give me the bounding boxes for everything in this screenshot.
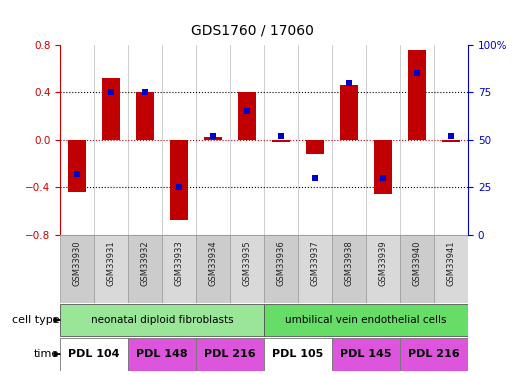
Text: PDL 216: PDL 216 bbox=[204, 349, 256, 359]
Bar bbox=[442, 140, 460, 142]
Text: PDL 105: PDL 105 bbox=[272, 349, 324, 359]
Bar bbox=[60, 235, 94, 303]
Text: GSM33939: GSM33939 bbox=[379, 240, 388, 286]
Bar bbox=[94, 235, 128, 303]
Text: GSM33932: GSM33932 bbox=[141, 240, 150, 286]
Bar bbox=[128, 338, 196, 370]
Bar bbox=[204, 138, 222, 140]
Bar bbox=[230, 235, 264, 303]
Text: GSM33935: GSM33935 bbox=[243, 240, 252, 286]
Bar bbox=[60, 304, 264, 336]
Text: neonatal diploid fibroblasts: neonatal diploid fibroblasts bbox=[91, 315, 233, 325]
Bar bbox=[196, 338, 264, 370]
Text: GSM33930: GSM33930 bbox=[73, 240, 82, 286]
Bar bbox=[306, 140, 324, 154]
Text: GSM33940: GSM33940 bbox=[413, 240, 422, 286]
Bar bbox=[60, 338, 128, 370]
Bar bbox=[238, 92, 256, 140]
Text: PDL 148: PDL 148 bbox=[137, 349, 188, 359]
Bar bbox=[68, 140, 86, 192]
Text: GSM33931: GSM33931 bbox=[107, 240, 116, 286]
Text: PDL 216: PDL 216 bbox=[408, 349, 460, 359]
Bar bbox=[434, 235, 468, 303]
Bar bbox=[400, 235, 434, 303]
Bar bbox=[332, 235, 366, 303]
Text: GSM33936: GSM33936 bbox=[277, 240, 286, 286]
Text: GSM33934: GSM33934 bbox=[209, 240, 218, 286]
Bar bbox=[400, 338, 468, 370]
Bar bbox=[170, 140, 188, 220]
Bar bbox=[408, 50, 426, 140]
Bar bbox=[264, 338, 332, 370]
Bar bbox=[374, 140, 392, 194]
Bar bbox=[264, 304, 468, 336]
Bar bbox=[264, 235, 298, 303]
Bar bbox=[162, 235, 196, 303]
Bar bbox=[298, 235, 332, 303]
Text: PDL 104: PDL 104 bbox=[69, 349, 120, 359]
Text: cell type: cell type bbox=[12, 315, 60, 325]
Bar bbox=[196, 235, 230, 303]
Bar bbox=[340, 85, 358, 140]
Text: umbilical vein endothelial cells: umbilical vein endothelial cells bbox=[286, 315, 447, 325]
Bar bbox=[102, 78, 120, 140]
Bar bbox=[136, 92, 154, 140]
Text: GSM33937: GSM33937 bbox=[311, 240, 320, 286]
Text: GSM33938: GSM33938 bbox=[345, 240, 354, 286]
Bar bbox=[272, 140, 290, 142]
Bar bbox=[366, 235, 400, 303]
Bar bbox=[128, 235, 162, 303]
Text: GDS1760 / 17060: GDS1760 / 17060 bbox=[191, 24, 314, 38]
Text: GSM33933: GSM33933 bbox=[175, 240, 184, 286]
Text: GSM33941: GSM33941 bbox=[447, 240, 456, 286]
Bar bbox=[332, 338, 400, 370]
Text: PDL 145: PDL 145 bbox=[340, 349, 392, 359]
Text: time: time bbox=[34, 349, 60, 359]
